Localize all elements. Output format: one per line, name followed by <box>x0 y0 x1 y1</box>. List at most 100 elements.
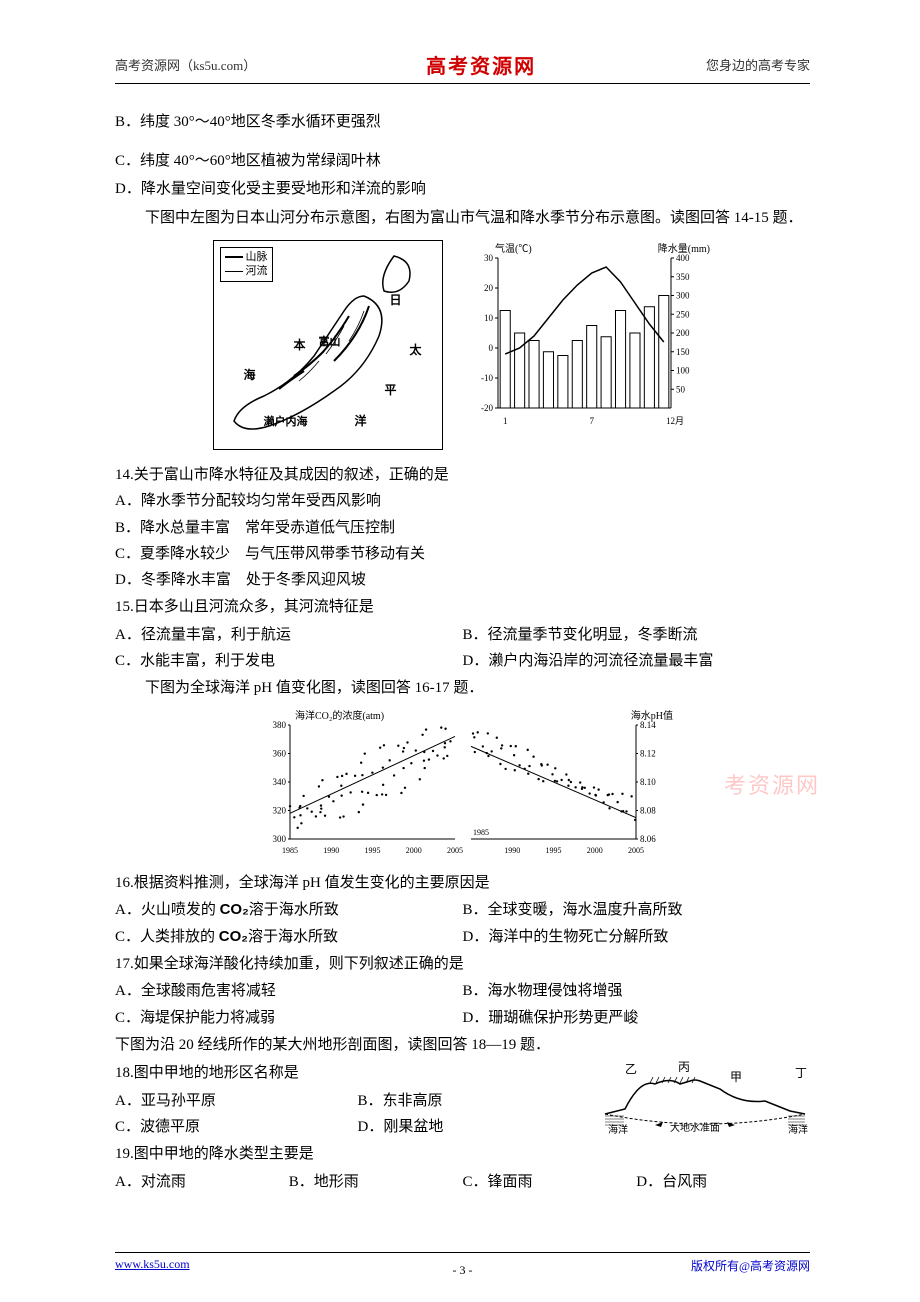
svg-text:2000: 2000 <box>586 846 602 855</box>
svg-text:250: 250 <box>676 309 690 319</box>
svg-text:-10: -10 <box>481 373 493 383</box>
svg-text:1985: 1985 <box>473 828 489 837</box>
svg-text:8.08: 8.08 <box>640 805 656 815</box>
q14-b: B．降水总量丰富 常年受赤道低气压控制 <box>115 515 810 541</box>
q14-d: D．冬季降水丰富 处于冬季风迎风坡 <box>115 567 810 593</box>
svg-text:8.10: 8.10 <box>640 777 656 787</box>
fig3-intro: 下图为沿 20 经线所作的某大州地形剖面图，读图回答 18—19 题． <box>115 1031 810 1060</box>
svg-text:海洋: 海洋 <box>608 1123 628 1136</box>
svg-text:7: 7 <box>589 416 594 426</box>
legend-river: 河流 <box>246 264 268 278</box>
svg-text:2000: 2000 <box>405 846 421 855</box>
q18-stem: 18.图中甲地的地形区名称是 <box>115 1059 600 1088</box>
svg-text:气温(℃): 气温(℃) <box>495 242 532 255</box>
footer-url: www.ks5u.com <box>115 1257 190 1274</box>
label-yang: 洋 <box>354 412 366 429</box>
svg-text:1990: 1990 <box>504 846 520 855</box>
svg-text:320: 320 <box>272 805 286 815</box>
svg-text:50: 50 <box>676 384 686 394</box>
q16-b: B．全球变暖，海水温度升高所致 <box>463 897 811 923</box>
option-b: B．纬度 30°～40°地区冬季水循环更强烈 <box>115 108 810 137</box>
svg-text:200: 200 <box>676 328 690 338</box>
svg-text:340: 340 <box>272 777 286 787</box>
label-ri: 日 <box>389 291 401 308</box>
q16-d: D．海洋中的生物死亡分解所致 <box>463 924 811 950</box>
q15-c: C．水能丰富，利于发电 <box>115 648 463 674</box>
svg-text:380: 380 <box>272 720 286 730</box>
footer-copyright: 版权所有@高考资源网 <box>691 1257 810 1274</box>
q14-stem: 14.关于富山市降水特征及其成因的叙述，正确的是 <box>115 462 810 488</box>
svg-text:大地水准面: 大地水准面 <box>670 1121 720 1134</box>
map-legend: 山脉 河流 <box>220 247 273 282</box>
header-site-title: 高考资源网 <box>426 50 536 79</box>
svg-text:20: 20 <box>484 283 494 293</box>
svg-text:丙: 丙 <box>678 1060 690 1074</box>
svg-text:1995: 1995 <box>364 846 380 855</box>
q16-c: C．人类排放的 CO₂溶于海水所致 <box>115 924 463 950</box>
q18-a: A．亚马孙平原 <box>115 1088 358 1114</box>
svg-text:8.14: 8.14 <box>640 720 656 730</box>
svg-text:1: 1 <box>502 416 507 426</box>
svg-text:2005: 2005 <box>628 846 644 855</box>
q19-d: D．台风雨 <box>636 1169 810 1195</box>
q17-b: B．海水物理侵蚀将增强 <box>463 978 811 1004</box>
fig2-intro: 下图为全球海洋 pH 值变化图，读图回答 16-17 题． <box>115 674 810 703</box>
figure-ocean-ph: 海洋CO₂的浓度(atm)海水pH值3803603403203001985199… <box>115 709 810 859</box>
svg-text:0: 0 <box>488 343 493 353</box>
label-ben: 本 <box>294 336 306 353</box>
svg-text:海洋: 海洋 <box>788 1123 808 1136</box>
label-fushan: 富山 <box>319 333 341 349</box>
q19-a: A．对流雨 <box>115 1169 289 1195</box>
q15-a: A．径流量丰富，利于航运 <box>115 622 463 648</box>
ph-scatter-chart: 海洋CO₂的浓度(atm)海水pH值3803603403203001985199… <box>248 709 678 859</box>
svg-text:8.06: 8.06 <box>640 834 656 844</box>
svg-text:丁: 丁 <box>795 1066 807 1080</box>
label-seto: 濑户内海 <box>264 413 308 429</box>
q16-a: A．火山喷发的 CO₂溶于海水所致 <box>115 897 463 923</box>
svg-text:30: 30 <box>484 253 494 263</box>
svg-text:350: 350 <box>676 272 690 282</box>
option-d: D．降水量空间变化受主要受地形和洋流的影响 <box>115 175 810 204</box>
svg-text:10: 10 <box>484 313 494 323</box>
figure-profile: 乙丙甲丁海洋海洋大地水准面 <box>600 1059 810 1139</box>
svg-text:2005: 2005 <box>447 846 463 855</box>
watermark: 考资源网 <box>724 768 820 800</box>
q17-c: C．海堤保护能力将减弱 <box>115 1005 463 1031</box>
page-footer: www.ks5u.com - 3 - 版权所有@高考资源网 <box>115 1252 810 1274</box>
q15-b: B．径流量季节变化明显，冬季断流 <box>463 622 811 648</box>
svg-text:乙: 乙 <box>625 1062 637 1076</box>
q15-stem: 15.日本多山且河流众多，其河流特征是 <box>115 593 810 622</box>
svg-text:150: 150 <box>676 347 690 357</box>
option-c: C．纬度 40°～60°地区植被为常绿阔叶林 <box>115 147 810 176</box>
label-hai: 海 <box>244 366 256 383</box>
q14-c: C．夏季降水较少 与气压带风带季节移动有关 <box>115 541 810 567</box>
footer-page-number: - 3 - <box>453 1263 473 1278</box>
q18-c: C．波德平原 <box>115 1114 358 1140</box>
q17-stem: 17.如果全球海洋酸化持续加重，则下列叙述正确的是 <box>115 950 810 979</box>
legend-mountain: 山脉 <box>246 250 268 264</box>
q17-d: D．珊瑚礁保护形势更严峻 <box>463 1005 811 1031</box>
japan-map: 山脉 河流 日 本 富山 海 太 平 洋 濑户内海 <box>213 240 443 450</box>
fig1-intro: 下图中左图为日本山河分布示意图，右图为富山市气温和降水季节分布示意图。读图回答 … <box>115 204 810 233</box>
svg-text:400: 400 <box>676 253 690 263</box>
label-ping: 平 <box>384 381 396 398</box>
q19-c: C．锋面雨 <box>463 1169 637 1195</box>
q15-d: D．濑户内海沿岸的河流径流量最丰富 <box>463 648 811 674</box>
q16-stem: 16.根据资料推测，全球海洋 pH 值发生变化的主要原因是 <box>115 869 810 898</box>
svg-text:100: 100 <box>676 366 690 376</box>
svg-text:12月: 12月 <box>666 416 684 426</box>
climate-chart: 气温(℃)降水量(mm)3020100-10-20400350300250200… <box>463 240 713 430</box>
header-right: 您身边的高考专家 <box>706 55 810 74</box>
svg-text:1990: 1990 <box>323 846 339 855</box>
q19-stem: 19.图中甲地的降水类型主要是 <box>115 1140 810 1169</box>
q17-a: A．全球酸雨危害将减轻 <box>115 978 463 1004</box>
q18-d: D．刚果盆地 <box>358 1114 601 1140</box>
svg-text:8.12: 8.12 <box>640 748 656 758</box>
figure-japan-climate: 山脉 河流 日 本 富山 海 太 平 洋 濑户内海 气温(℃)降水量(mm)30… <box>115 240 810 450</box>
svg-text:-20: -20 <box>481 403 493 413</box>
q18-b: B．东非高原 <box>358 1088 601 1114</box>
q14-a: A．降水季节分配较均匀常年受西风影响 <box>115 488 810 514</box>
svg-text:海洋CO₂的浓度(atm): 海洋CO₂的浓度(atm) <box>295 709 384 722</box>
svg-text:360: 360 <box>272 748 286 758</box>
label-tai: 太 <box>409 341 421 358</box>
